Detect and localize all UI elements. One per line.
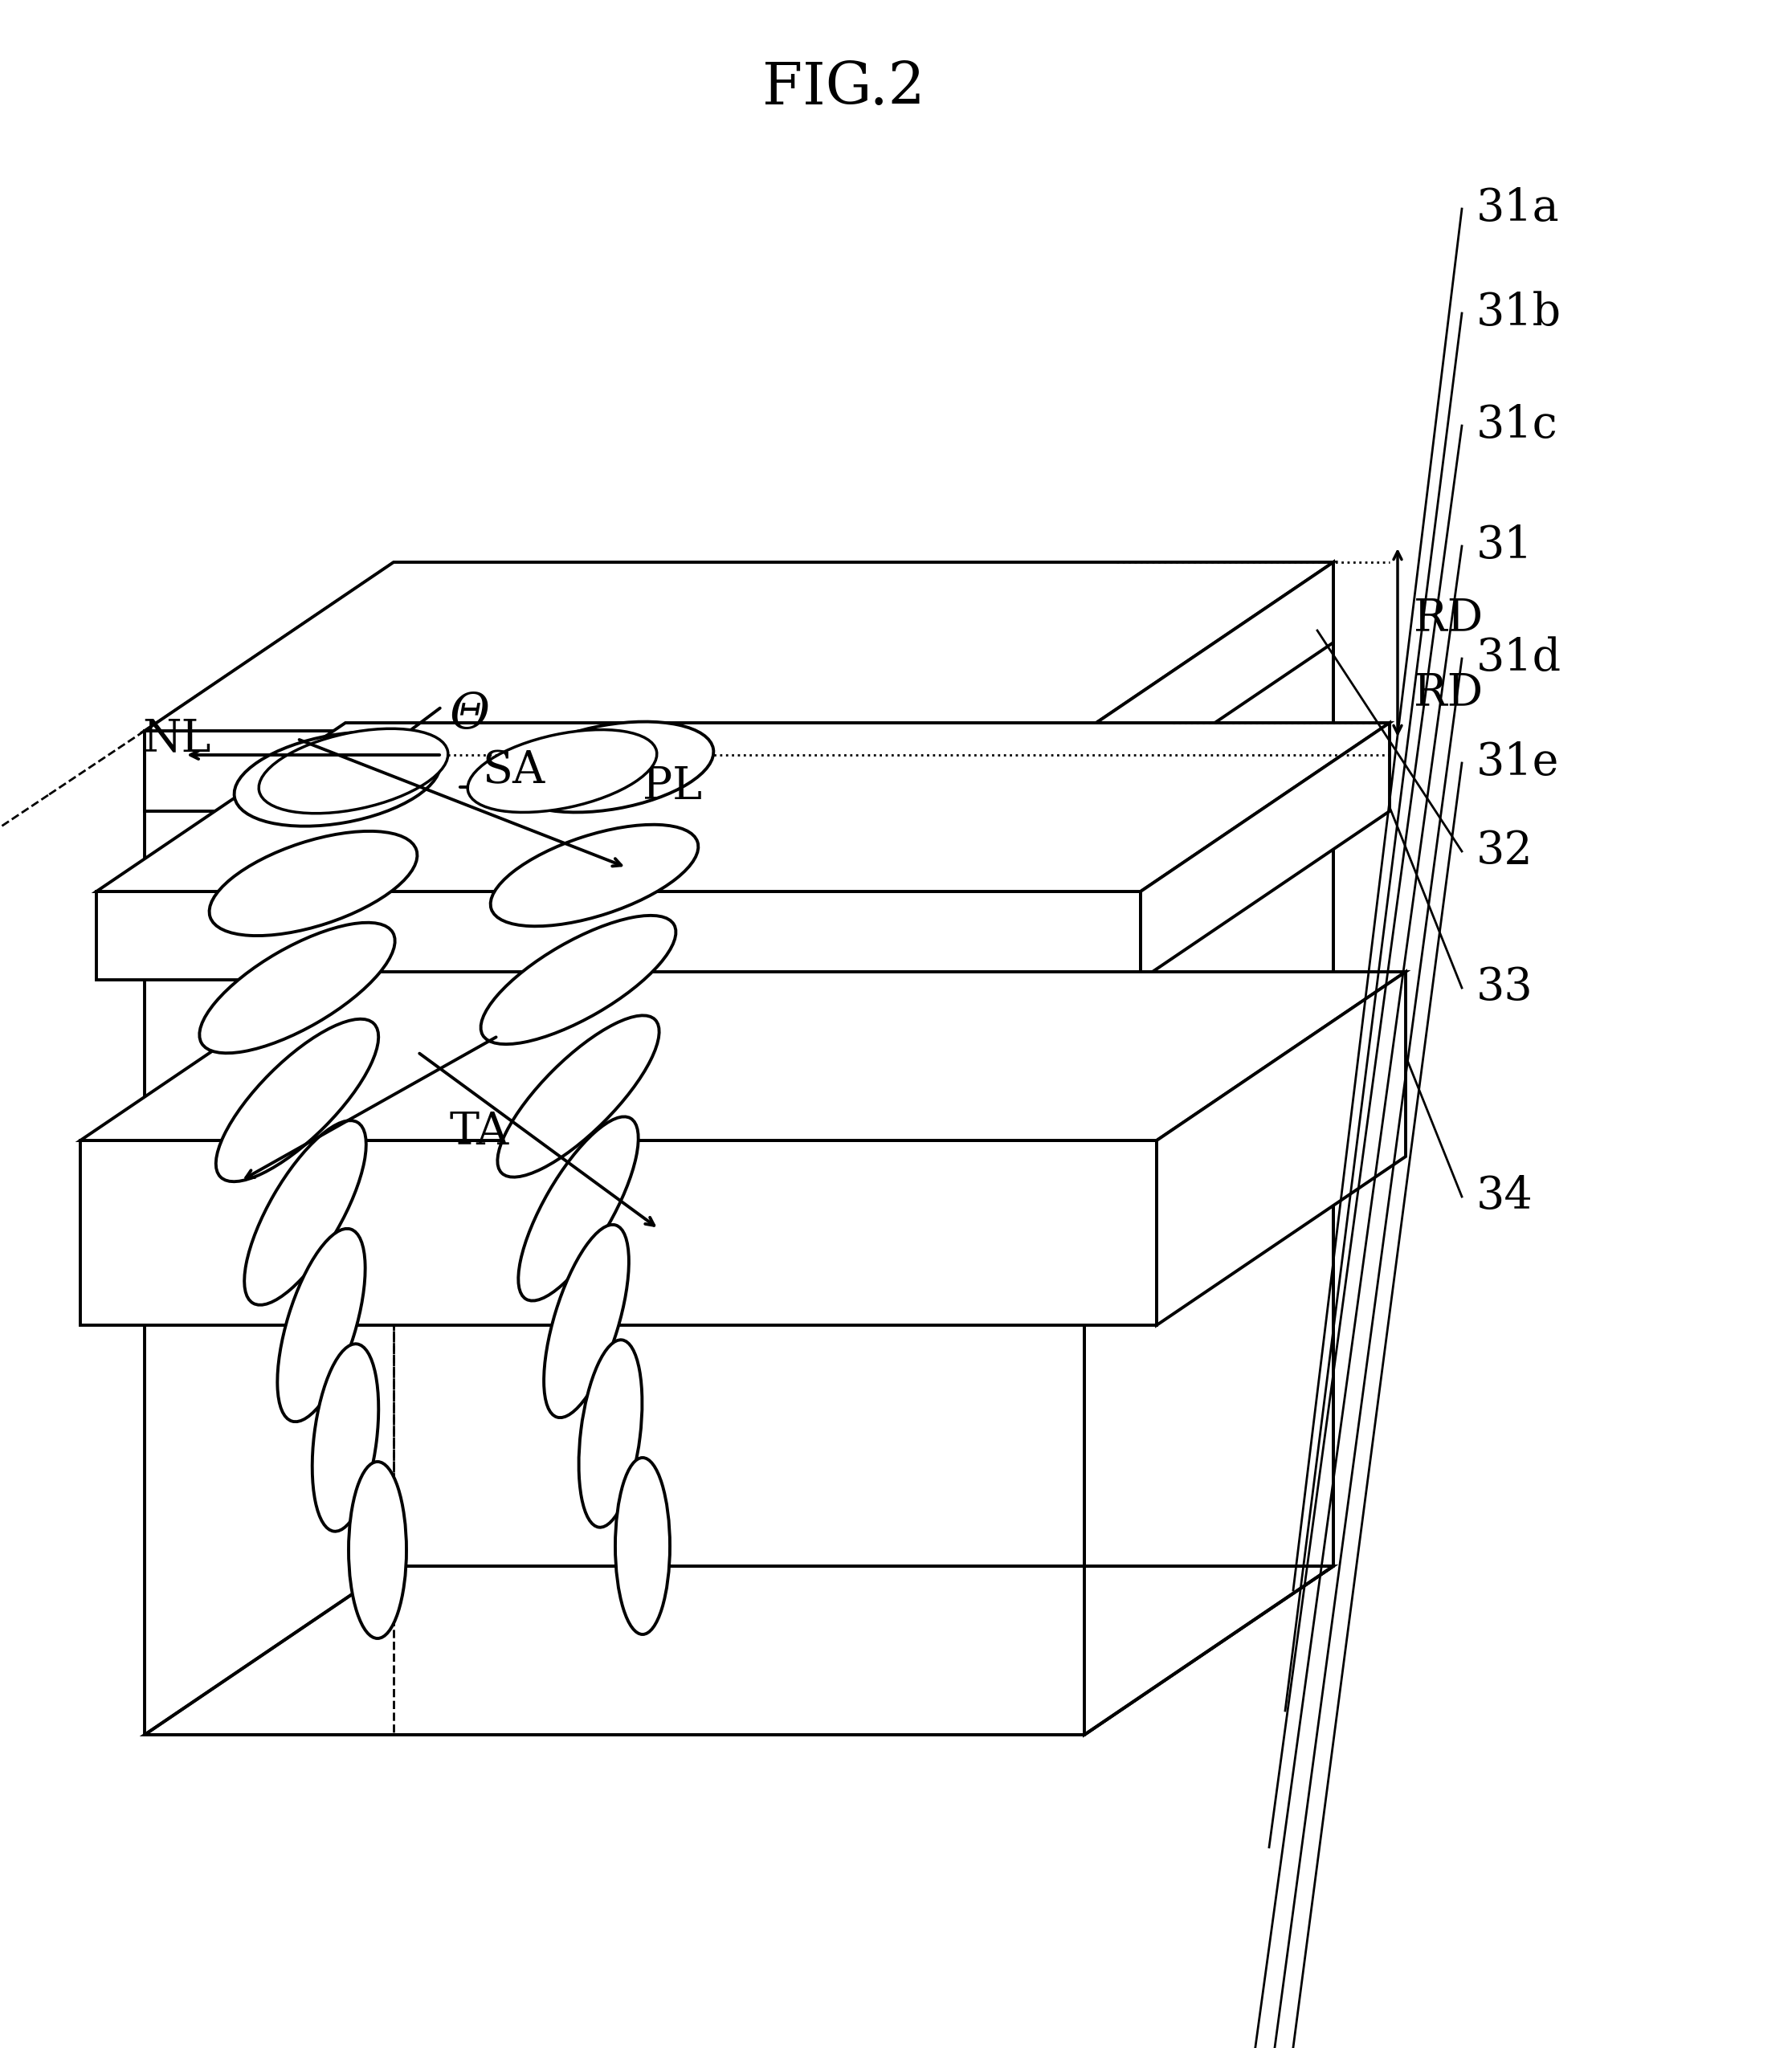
- Text: 32: 32: [1477, 829, 1534, 872]
- Polygon shape: [1156, 973, 1405, 1325]
- Polygon shape: [145, 1567, 1333, 1735]
- Text: 31: 31: [1477, 524, 1534, 567]
- Ellipse shape: [312, 1343, 378, 1532]
- Text: 34: 34: [1477, 1176, 1534, 1219]
- Ellipse shape: [235, 731, 441, 825]
- Text: 31d: 31d: [1477, 637, 1561, 680]
- Text: Θ: Θ: [450, 690, 489, 739]
- Ellipse shape: [468, 729, 658, 813]
- Ellipse shape: [215, 1020, 378, 1182]
- Ellipse shape: [210, 831, 418, 936]
- Polygon shape: [81, 973, 1405, 1141]
- Text: 33: 33: [1477, 967, 1534, 1010]
- Text: RD: RD: [1414, 596, 1484, 641]
- Ellipse shape: [498, 1016, 659, 1178]
- Ellipse shape: [349, 1462, 407, 1638]
- Ellipse shape: [543, 1225, 629, 1417]
- Text: PL: PL: [643, 766, 702, 809]
- Polygon shape: [1084, 563, 1333, 1735]
- FancyArrowPatch shape: [251, 735, 328, 784]
- Ellipse shape: [244, 1120, 366, 1305]
- Text: SA: SA: [482, 750, 545, 793]
- Ellipse shape: [199, 922, 394, 1053]
- Ellipse shape: [491, 825, 699, 926]
- Polygon shape: [145, 731, 1084, 811]
- Polygon shape: [1140, 723, 1389, 979]
- FancyArrowPatch shape: [516, 780, 561, 825]
- Polygon shape: [1084, 563, 1333, 811]
- Ellipse shape: [579, 1339, 642, 1528]
- Text: NL: NL: [142, 717, 211, 762]
- Polygon shape: [81, 1141, 1156, 1325]
- Text: 31e: 31e: [1477, 741, 1559, 784]
- Ellipse shape: [278, 1229, 366, 1421]
- Ellipse shape: [258, 729, 448, 813]
- Text: 31b: 31b: [1477, 291, 1561, 336]
- Text: TA: TA: [450, 1110, 509, 1155]
- Polygon shape: [97, 891, 1140, 979]
- Ellipse shape: [507, 721, 713, 813]
- Text: RD: RD: [1414, 672, 1484, 715]
- Ellipse shape: [518, 1116, 638, 1300]
- Ellipse shape: [480, 915, 676, 1044]
- Ellipse shape: [615, 1458, 670, 1634]
- Polygon shape: [145, 563, 1333, 731]
- Text: 31a: 31a: [1477, 186, 1559, 231]
- Text: FIG.2: FIG.2: [762, 59, 925, 117]
- Text: 31c: 31c: [1477, 403, 1557, 449]
- Polygon shape: [97, 723, 1389, 891]
- FancyArrowPatch shape: [403, 1100, 453, 1135]
